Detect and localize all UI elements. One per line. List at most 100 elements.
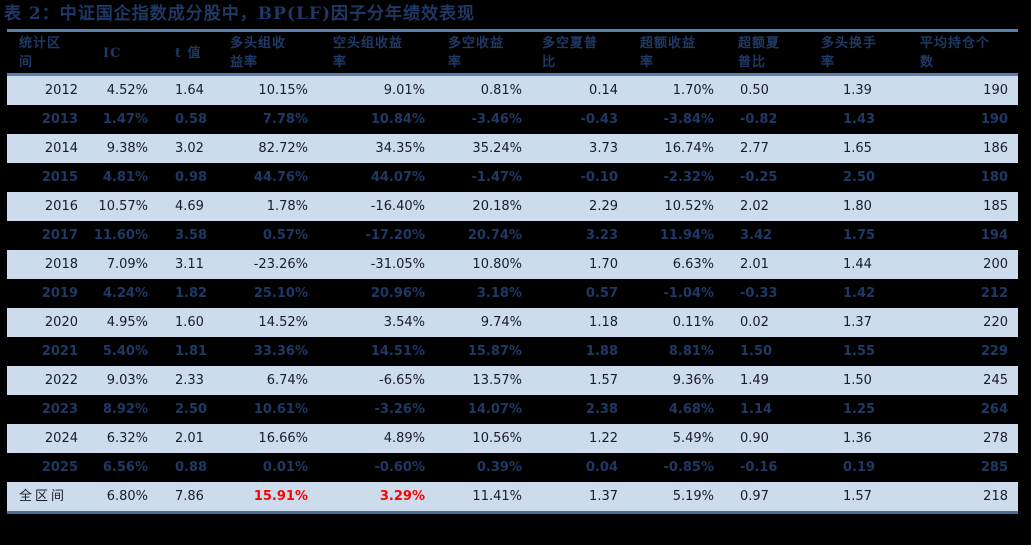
cell-excess-sharpe: -0.25 [740,170,778,185]
header-long-turnover: 多头换手率 [821,36,878,70]
cell-long-short-sharpe: -0.10 [580,170,618,185]
table-row: 2016 10.57% 4.69 1.78% -16.40% 20.18% 2.29 10.5… [7,192,1018,221]
cell-ic: 4.24% [102,286,148,301]
cell-long-turnover: 0.19 [843,460,876,475]
cell: 1.37 [589,489,618,504]
cell-long-short-sharpe: 2.29 [589,199,618,214]
cell-t-value: 0.58 [175,112,208,127]
cell-excess-return: 6.63% [672,257,714,272]
cell-long-return: 6.74% [266,373,308,388]
cell-avg-holdings: 264 [980,402,1008,417]
header-long-return: 多头组收 益率 [230,36,287,70]
cell-ic: 4.52% [106,83,148,98]
cell-period: 2025 [41,460,78,475]
cell-long-short-return: 15.87% [467,344,522,359]
cell-avg-holdings: 194 [980,228,1008,243]
cell-t-value: 3.11 [175,257,204,272]
cell-long-return: 0.57% [262,228,308,243]
cell-long-short-sharpe: 3.23 [585,228,618,243]
cell: 0.97 [740,489,769,504]
cell-short-return: -31.05% [370,257,425,272]
cell-long-short-return: 0.81% [480,83,522,98]
cell-long-turnover: 1.25 [843,402,876,417]
cell-long-short-sharpe: 0.14 [589,83,618,98]
cell-long-return: 7.78% [262,112,308,127]
performance-table: 统计区间 IC t 值 多头组收 益率 空头组收益率 多空收益率 多空夏普比 超额… [7,29,1018,514]
cell-t-value: 2.01 [175,431,204,446]
cell-long-turnover: 1.75 [843,228,876,243]
cell-long-short-return: 10.80% [472,257,522,272]
cell-t-value: 1.64 [175,83,204,98]
cell-long-return: 10.61% [253,402,308,417]
cell-excess-sharpe: -0.16 [740,460,778,475]
table-row: 2022 9.03% 2.33 6.74% -6.65% 13.57% 1.57 9.36% 1… [7,366,1018,395]
cell-short-return: -0.60% [374,460,426,475]
cell-long-return: 10.15% [258,83,308,98]
header-row: 统计区间 IC t 值 多头组收 益率 空头组收益率 多空收益率 多空夏普比 超额… [7,32,1018,73]
cell-t-value: 2.50 [175,402,208,417]
table-row: 2019 4.24% 1.82 25.10% 20.96% 3.18% 0.57 -1.04%… [7,279,1018,308]
cell-t-value: 3.02 [175,141,204,156]
table-title: 表 2：中证国企指数成分股中，BP(LF)因子分年绩效表现 [4,4,476,24]
cell-period: 2017 [41,228,78,243]
cell-excess-sharpe: 2.02 [740,199,769,214]
header-long-short-sharpe: 多空夏普比 [542,36,599,70]
cell-avg-holdings: 190 [980,112,1008,127]
cell-period: 2012 [44,83,78,98]
table-body: 2012 4.52% 1.64 10.15% 9.01% 0.81% 0.14 1.70% 0.… [7,76,1018,482]
cell-long-turnover: 1.44 [843,257,872,272]
cell-excess-return: -3.84% [663,112,715,127]
cell: 1.57 [843,489,872,504]
cell-avg-holdings: 180 [980,170,1008,185]
table-row: 2021 5.40% 1.81 33.36% 14.51% 15.87% 1.88 8.81%… [7,337,1018,366]
cell-ic: 5.40% [102,344,148,359]
cell-short-return: 9.01% [383,83,425,98]
cell-avg-holdings: 229 [980,344,1008,359]
cell-period: 2019 [41,286,78,301]
table-row: 2018 7.09% 3.11 -23.26% -31.05% 10.80% 1.70 6.6… [7,250,1018,279]
cell-ic: 9.38% [106,141,148,156]
cell-long-turnover: 1.50 [843,373,872,388]
cell-excess-sharpe: 2.01 [740,257,769,272]
table-row: 2012 4.52% 1.64 10.15% 9.01% 0.81% 0.14 1.70% 0.… [7,76,1018,105]
header-short-return: 空头组收益率 [333,36,404,70]
header-long-short-return: 多空收益率 [448,36,505,70]
cell-avg-holdings: 220 [983,315,1008,330]
cell-excess-return: 11.94% [659,228,714,243]
cell-excess-return: -0.85% [663,460,715,475]
cell-excess-sharpe: 1.50 [740,344,773,359]
header-ic: IC [103,46,122,61]
cell-long-short-return: 0.39% [476,460,522,475]
cell-long-return: 16.66% [258,431,308,446]
cell-long-turnover: 1.65 [843,141,872,156]
cell-avg-holdings: 285 [980,460,1008,475]
cell-long-short-return: 20.74% [467,228,522,243]
total-row: 全区间 6.80% 7.86 15.91% 3.29% 11.41% 1.37 … [7,482,1018,511]
cell-long-turnover: 1.36 [843,431,872,446]
cell-long-short-return: -3.46% [471,112,523,127]
cell-period: 2024 [44,431,78,446]
cell-ic: 1.47% [102,112,148,127]
cell-long-short-sharpe: 0.04 [585,460,618,475]
cell-short-return: 34.35% [375,141,425,156]
cell-period: 2021 [41,344,78,359]
cell-excess-sharpe: -0.33 [740,286,778,301]
cell-long-short-return: -1.47% [471,170,523,185]
cell-avg-holdings: 245 [983,373,1008,388]
cell-excess-sharpe: -0.82 [740,112,778,127]
cell-long-short-sharpe: 1.18 [589,315,618,330]
cell-long-return: 25.10% [253,286,308,301]
cell-ic: 6.56% [102,460,148,475]
cell-avg-holdings: 212 [980,286,1008,301]
cell-long-short-return: 35.24% [472,141,522,156]
cell-short-return: 44.07% [370,170,425,185]
cell-short-return: 10.84% [370,112,425,127]
cell-long-short-sharpe: 1.57 [589,373,618,388]
cell-excess-return: 9.36% [672,373,714,388]
cell-long-turnover: 1.80 [843,199,872,214]
cell-long-turnover: 1.43 [843,112,876,127]
cell-avg-holdings: 200 [983,257,1008,272]
cell-long-return: 44.76% [253,170,308,185]
cell-short-return: -17.20% [365,228,425,243]
cell-long-turnover: 2.50 [843,170,876,185]
